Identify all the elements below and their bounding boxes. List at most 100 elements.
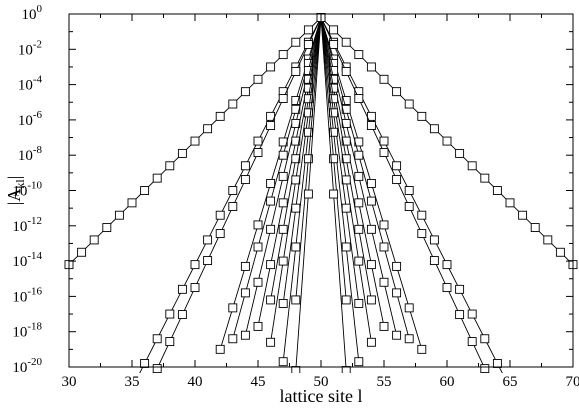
data-point — [190, 260, 200, 270]
data-point — [329, 40, 339, 49]
data-point — [543, 235, 553, 245]
data-point — [291, 37, 301, 47]
y-tick-exponent: -4 — [33, 74, 43, 86]
x-tick-label: 55 — [377, 374, 392, 390]
data-point — [203, 235, 213, 245]
y-axis: 10010-210-410-610-810-1010-1210-1410-161… — [12, 3, 573, 376]
y-axis-label: |Akl| — [4, 176, 27, 206]
data-point — [480, 173, 490, 183]
plot-area — [64, 13, 578, 373]
data-point — [165, 309, 175, 319]
y-tick-base: 10 — [12, 289, 27, 305]
data-point — [165, 161, 175, 171]
x-axis: 30 35 40 45 50 55 60 65 70 — [62, 14, 579, 390]
data-point — [253, 277, 263, 287]
data-point — [392, 161, 402, 171]
data-point — [429, 235, 439, 245]
y-tick-label: 10-2 — [18, 38, 42, 58]
data-point — [240, 87, 250, 97]
data-point — [417, 344, 427, 354]
data-point — [152, 334, 162, 344]
data-point — [291, 67, 301, 76]
data-point — [228, 334, 238, 344]
data-point — [203, 256, 213, 266]
x-tick-label: 50 — [314, 374, 329, 390]
data-point — [266, 295, 276, 305]
data-point — [480, 334, 490, 344]
y-tick-label: 10-14 — [12, 250, 42, 270]
series-line-4 — [219, 15, 423, 350]
y-tick-label: 10-18 — [12, 321, 42, 341]
data-point — [429, 124, 439, 134]
x-tick-label: 30 — [62, 374, 77, 390]
data-point — [278, 299, 288, 308]
data-point — [341, 154, 351, 164]
x-tick-label: 40 — [188, 374, 203, 390]
data-point — [291, 154, 301, 164]
x-tick-label: 70 — [566, 374, 579, 390]
data-point — [392, 175, 402, 185]
y-tick-base: 10 — [12, 325, 27, 341]
data-point — [341, 175, 351, 185]
data-point — [266, 121, 276, 131]
data-point — [329, 83, 339, 93]
data-point — [467, 161, 477, 171]
data-point — [77, 247, 87, 257]
y-axis-label-sub: kl — [13, 179, 27, 189]
series-group — [64, 13, 578, 373]
data-point — [190, 136, 200, 146]
data-point — [392, 330, 402, 340]
data-point — [240, 288, 250, 298]
data-point — [455, 148, 465, 158]
data-point — [329, 189, 339, 199]
data-point — [102, 223, 112, 233]
data-point — [366, 260, 376, 270]
data-point — [366, 62, 376, 72]
data-point — [354, 299, 364, 308]
data-point — [354, 357, 364, 367]
y-tick-exponent: -16 — [27, 285, 42, 297]
data-point — [203, 124, 213, 134]
data-point — [303, 94, 313, 104]
x-tick-label: 65 — [503, 374, 518, 390]
data-point — [341, 136, 351, 146]
data-point — [379, 321, 389, 331]
data-point — [278, 357, 288, 367]
series-line-3 — [156, 16, 486, 369]
y-tick-exponent: -20 — [27, 356, 42, 368]
data-point — [152, 364, 162, 373]
data-point — [492, 186, 502, 195]
data-point — [291, 366, 301, 373]
y-tick-exponent: -6 — [33, 109, 43, 121]
y-tick-label: 10-20 — [12, 356, 42, 376]
data-point — [467, 309, 477, 319]
data-point — [467, 337, 477, 347]
data-point — [455, 310, 465, 320]
data-point — [278, 150, 288, 160]
data-point — [379, 136, 389, 146]
data-point — [555, 247, 565, 257]
data-point — [366, 178, 376, 188]
data-point — [240, 261, 250, 271]
data-point — [278, 94, 288, 103]
data-point — [392, 87, 402, 97]
series-line-12 — [295, 17, 347, 300]
data-point — [266, 178, 276, 188]
data-point — [417, 229, 427, 239]
data-point — [215, 210, 225, 220]
data-point — [366, 121, 376, 131]
data-point — [404, 303, 414, 313]
data-point — [429, 256, 439, 266]
data-point — [303, 83, 313, 93]
data-point — [291, 104, 301, 114]
data-point — [366, 295, 376, 305]
data-point — [140, 186, 150, 195]
data-point — [530, 223, 540, 233]
data-point — [341, 37, 351, 47]
y-tick-label: 10-8 — [18, 144, 43, 164]
data-point — [240, 330, 250, 340]
y-tick-base: 10 — [12, 360, 27, 376]
data-point — [266, 196, 276, 206]
data-point — [291, 203, 301, 213]
y-tick-exponent: -18 — [27, 321, 42, 333]
